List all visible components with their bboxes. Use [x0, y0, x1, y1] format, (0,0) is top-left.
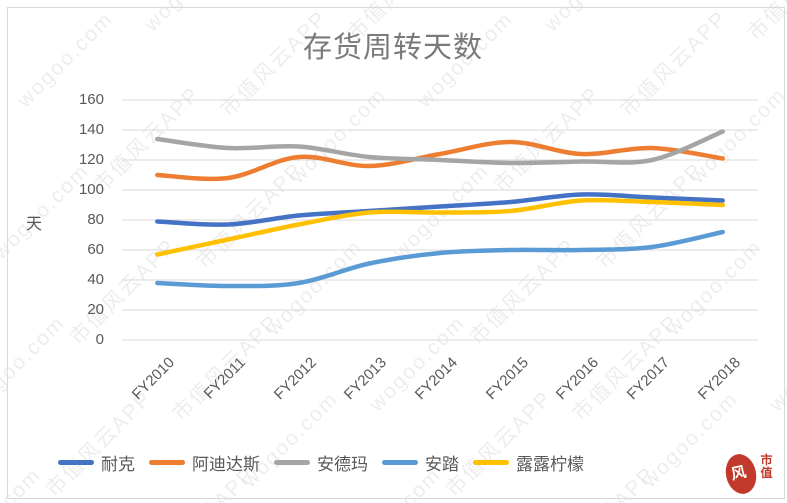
legend-label: 露露柠檬 — [516, 455, 584, 474]
y-tick-label-160: 160 — [78, 91, 104, 108]
y-tick-label-20: 20 — [87, 301, 104, 318]
legend-label: 耐克 — [101, 455, 135, 474]
y-axis-title: 天 — [26, 216, 43, 233]
legend: 耐克 阿迪达斯 安德玛 安踏 露露柠檬 — [58, 450, 584, 475]
chart-title: 存货周转天数 — [302, 32, 483, 64]
y-tick-label-80: 80 — [87, 211, 104, 228]
y-tick-label-60: 60 — [87, 241, 104, 258]
series-line-阿迪达斯 — [155, 139, 725, 182]
legend-item-耐克: 耐克 — [58, 450, 135, 475]
series-line-安德玛 — [155, 129, 725, 166]
series-line-耐克 — [155, 192, 725, 227]
brand-seal: 风 市值 — [722, 451, 780, 500]
legend-item-安德玛: 安德玛 — [274, 450, 368, 475]
legend-marker-icon — [58, 460, 94, 465]
legend-marker-icon — [382, 460, 418, 465]
y-tick-label-0: 0 — [95, 331, 104, 348]
y-tick-label-140: 140 — [78, 121, 104, 138]
legend-marker-icon — [149, 460, 185, 465]
legend-marker-icon — [473, 460, 509, 465]
gridlines — [122, 99, 758, 341]
y-tick-label-40: 40 — [87, 271, 104, 288]
legend-item-阿迪达斯: 阿迪达斯 — [149, 450, 260, 475]
legend-item-安踏: 安踏 — [382, 450, 459, 475]
legend-label: 阿迪达斯 — [192, 455, 260, 474]
series-line-露露柠檬 — [155, 197, 725, 257]
y-tick-label-120: 120 — [78, 151, 104, 168]
legend-label: 安踏 — [425, 455, 459, 474]
series-line-安踏 — [155, 229, 725, 289]
legend-label: 安德玛 — [317, 455, 368, 474]
seal-side-text: 市值 — [760, 453, 773, 480]
legend-marker-icon — [274, 460, 310, 465]
y-tick-label-100: 100 — [78, 181, 104, 198]
legend-item-露露柠檬: 露露柠檬 — [473, 450, 584, 475]
